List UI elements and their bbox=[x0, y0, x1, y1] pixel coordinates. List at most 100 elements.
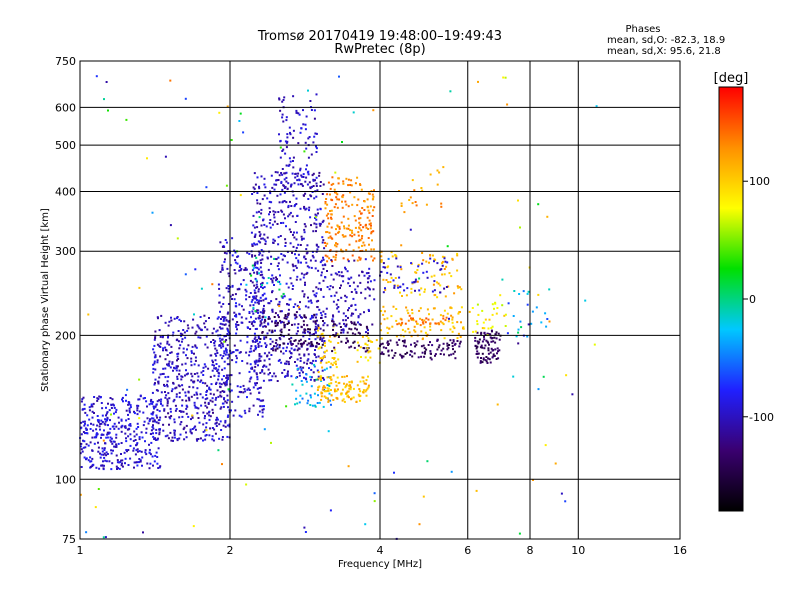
data-point bbox=[268, 222, 271, 225]
data-point bbox=[452, 352, 455, 355]
data-point bbox=[204, 401, 207, 404]
data-point bbox=[315, 145, 317, 148]
data-point bbox=[285, 176, 288, 179]
data-point bbox=[208, 418, 211, 421]
data-point bbox=[255, 283, 258, 286]
data-point bbox=[104, 420, 107, 423]
data-point bbox=[369, 227, 372, 230]
data-point bbox=[177, 330, 180, 332]
data-point bbox=[215, 418, 218, 421]
data-point bbox=[249, 292, 252, 294]
data-point bbox=[231, 400, 234, 403]
data-point bbox=[193, 404, 196, 407]
data-point bbox=[100, 464, 103, 467]
data-point bbox=[294, 317, 297, 320]
data-point bbox=[325, 198, 328, 200]
data-point bbox=[79, 427, 82, 430]
data-point bbox=[97, 450, 100, 453]
data-point bbox=[411, 202, 414, 205]
data-point bbox=[261, 284, 263, 286]
data-point bbox=[331, 199, 334, 202]
data-point bbox=[372, 109, 375, 112]
data-point bbox=[257, 364, 259, 367]
data-point bbox=[280, 328, 283, 331]
data-point bbox=[285, 116, 288, 119]
data-point bbox=[203, 322, 206, 325]
data-point bbox=[315, 176, 318, 179]
data-point bbox=[155, 428, 158, 431]
data-point bbox=[312, 179, 315, 182]
data-point bbox=[166, 342, 169, 345]
data-point bbox=[262, 325, 265, 328]
data-point bbox=[263, 292, 266, 295]
data-point bbox=[245, 283, 248, 286]
data-point bbox=[134, 439, 137, 441]
data-point bbox=[323, 390, 326, 393]
data-point bbox=[256, 199, 259, 202]
data-point bbox=[350, 328, 353, 331]
data-point bbox=[227, 285, 230, 287]
data-point bbox=[263, 337, 266, 340]
data-point bbox=[186, 405, 189, 408]
data-point bbox=[121, 424, 124, 427]
data-point bbox=[313, 365, 316, 368]
data-point bbox=[274, 329, 276, 332]
data-point bbox=[258, 354, 261, 357]
data-point bbox=[258, 299, 261, 302]
data-point bbox=[338, 75, 340, 78]
data-point bbox=[330, 213, 333, 216]
data-point bbox=[249, 279, 252, 282]
data-point bbox=[205, 426, 208, 429]
data-point bbox=[164, 415, 167, 418]
x-tick-label: 10 bbox=[571, 544, 585, 557]
data-point bbox=[302, 335, 305, 338]
data-point bbox=[492, 355, 495, 358]
data-point bbox=[334, 258, 337, 261]
data-point bbox=[226, 374, 229, 377]
data-point bbox=[258, 216, 261, 219]
data-point bbox=[278, 300, 281, 303]
data-point bbox=[415, 320, 418, 323]
data-point bbox=[327, 181, 330, 184]
data-point bbox=[205, 391, 208, 393]
data-point bbox=[170, 345, 173, 348]
data-point bbox=[379, 322, 382, 325]
data-point bbox=[322, 324, 325, 327]
data-point bbox=[322, 335, 325, 338]
data-point bbox=[270, 174, 273, 177]
data-point bbox=[136, 409, 139, 412]
data-point bbox=[325, 397, 328, 399]
data-point bbox=[298, 113, 301, 116]
data-point bbox=[89, 456, 92, 459]
data-point bbox=[316, 369, 319, 372]
data-point bbox=[295, 111, 298, 114]
data-point bbox=[255, 220, 258, 223]
data-point bbox=[371, 215, 374, 217]
data-point bbox=[449, 90, 452, 93]
data-point bbox=[80, 466, 83, 468]
data-point bbox=[445, 316, 448, 319]
data-point bbox=[212, 411, 214, 414]
data-point bbox=[441, 255, 444, 258]
data-point bbox=[286, 374, 289, 377]
data-point bbox=[327, 399, 330, 402]
data-point bbox=[356, 328, 358, 331]
data-point bbox=[250, 274, 253, 277]
data-point bbox=[366, 349, 369, 352]
data-point bbox=[294, 176, 297, 179]
data-point bbox=[446, 312, 449, 315]
data-point bbox=[208, 386, 211, 389]
data-point bbox=[375, 339, 378, 342]
data-point bbox=[218, 111, 221, 114]
data-point bbox=[226, 394, 229, 397]
data-point bbox=[100, 453, 103, 456]
data-point bbox=[458, 345, 461, 348]
data-point bbox=[233, 311, 236, 314]
data-point bbox=[439, 291, 442, 294]
data-point bbox=[187, 372, 189, 375]
data-point bbox=[289, 133, 292, 136]
data-point bbox=[307, 198, 310, 200]
data-point bbox=[336, 273, 339, 276]
data-point bbox=[102, 433, 105, 436]
data-point bbox=[179, 344, 182, 347]
